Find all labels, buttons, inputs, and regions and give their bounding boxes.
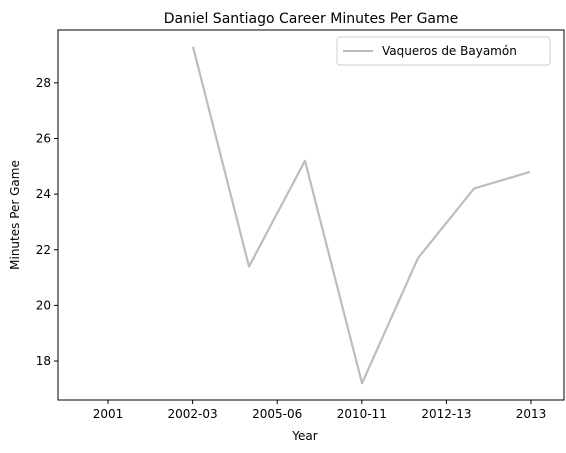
x-tick-label: 2010-11 <box>337 407 387 421</box>
y-axis-label: Minutes Per Game <box>8 160 22 270</box>
series-line <box>191 46 531 385</box>
x-axis-label: Year <box>291 429 317 443</box>
plot-frame <box>57 29 565 401</box>
y-axis: 18 20 22 24 26 28 <box>36 76 58 368</box>
x-tick-label: 2001 <box>93 407 124 421</box>
legend-label: Vaqueros de Bayamón <box>382 44 517 58</box>
x-tick-label: 2002-03 <box>168 407 218 421</box>
legend-box <box>336 36 551 66</box>
y-tick-label: 22 <box>36 243 51 257</box>
series-layer <box>191 46 531 385</box>
x-tick-label: 2013 <box>516 407 547 421</box>
x-tick-label: 2005-06 <box>252 407 302 421</box>
y-tick-label: 20 <box>36 298 51 312</box>
x-axis: 2001 2002-03 2005-06 2010-11 2012-13 2013 <box>93 400 547 421</box>
y-tick-label: 26 <box>36 131 51 145</box>
x-tick-label: 2012-13 <box>421 407 471 421</box>
y-tick-label: 24 <box>36 187 51 201</box>
legend: Vaqueros de Bayamón <box>336 36 551 66</box>
y-tick-label: 18 <box>36 354 51 368</box>
plot-area <box>57 29 565 401</box>
chart-title: Daniel Santiago Career Minutes Per Game <box>164 11 459 27</box>
y-tick-label: 28 <box>36 76 51 90</box>
